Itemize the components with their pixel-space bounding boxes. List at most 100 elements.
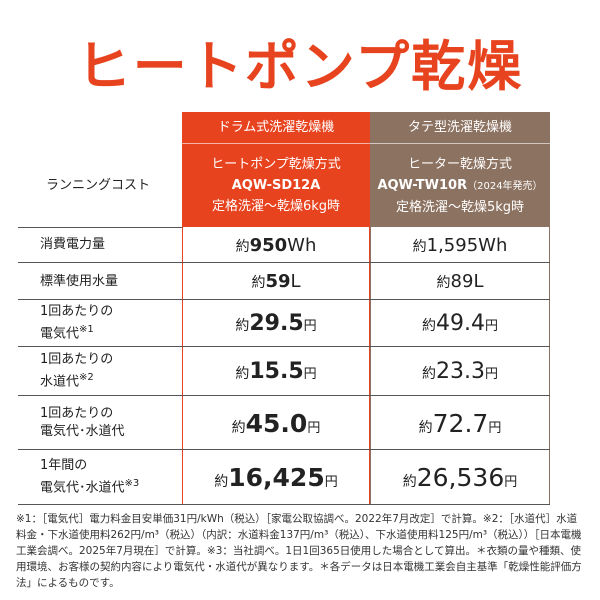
column-type: ドラム式洗濯乾燥機 [182, 112, 370, 144]
value-text: 約 15.5 円 [235, 359, 316, 384]
prefix: 約 [235, 318, 250, 334]
row-line [18, 449, 550, 450]
value: 49.4 [436, 311, 485, 336]
model-note: （2024年発売） [467, 180, 543, 192]
value-cell: 約 72.7 円 [370, 396, 550, 450]
value-text: 約 59 L [251, 271, 300, 292]
label-text: 1回あたりの [40, 406, 114, 421]
value-cell: 約 59 L [182, 263, 370, 300]
value-cell: 約 23.3 円 [370, 347, 550, 396]
label-text: 1回あたりの [40, 352, 114, 368]
row-label: 1回あたりの 水道代※2 [18, 347, 182, 396]
unit: 円 [484, 367, 498, 382]
method: ヒートポンプ乾燥方式 [211, 157, 341, 172]
prefix: 約 [235, 238, 250, 255]
value: 59 [265, 271, 291, 292]
label-line: 電気代※1 [40, 321, 182, 343]
label-line: 1回あたりの [40, 351, 182, 369]
value: 45.0 [245, 408, 308, 438]
prefix: 約 [412, 238, 427, 255]
corner-label: ランニングコスト [46, 177, 151, 193]
value: 29.5 [249, 311, 304, 336]
prefix: 約 [251, 275, 266, 291]
footnote: ※1：［電気代］電力料金目安単価31円/kWh（税込）［家電公取協調べ。2022… [16, 513, 582, 589]
value: 72.7 [432, 408, 489, 438]
condition: 定格洗濯～乾燥5kg時 [395, 199, 525, 215]
value-text: 約 89 L [437, 271, 484, 292]
unit: 円 [324, 475, 338, 490]
row-line [18, 504, 550, 505]
unit: 円 [307, 420, 321, 436]
prefix: 約 [422, 318, 436, 334]
label-text: 標準使用水量 [40, 273, 119, 289]
model: AQW-SD12A [232, 175, 321, 196]
model-name: AQW-TW10R [377, 177, 468, 193]
unit: Wh [478, 234, 508, 256]
value-cell: 約 29.5 円 [182, 300, 370, 347]
value: 1,595 [426, 234, 479, 256]
value: 950 [249, 234, 288, 256]
value-text: 約 23.3 円 [422, 359, 498, 384]
prefix: 約 [422, 366, 436, 382]
label-line: 1回あたりの [40, 405, 182, 423]
label-line: 消費電力量 [40, 236, 182, 254]
label-text: 消費電力量 [40, 237, 106, 252]
unit: 円 [504, 475, 518, 490]
value-cell: 約 45.0 円 [182, 396, 370, 450]
unit: 円 [303, 367, 317, 382]
row-label: 消費電力量 [18, 227, 182, 263]
label-text: 1回あたりの [40, 304, 114, 320]
value-text: 約 72.7 円 [419, 409, 502, 438]
column-spec: ヒートポンプ乾燥方式 AQW-SD12A 定格洗濯～乾燥6kg時 [182, 144, 370, 227]
row-line [18, 262, 550, 263]
label-line: 電気代･水道代※3 [40, 475, 182, 497]
unit: 円 [488, 420, 502, 436]
value-cell: 約 26,536 円 [370, 450, 550, 505]
prefix: 約 [235, 366, 250, 382]
model: AQW-TW10R（2024年発売） [377, 175, 542, 197]
value: 15.5 [249, 359, 304, 384]
prefix: 約 [214, 474, 229, 490]
value-cell: 約 1,595 Wh [370, 227, 550, 263]
row-label: 1年間の 電気代･水道代※3 [18, 450, 182, 505]
unit: L [473, 271, 484, 292]
label-text: 電気代･水道代 [40, 480, 125, 496]
value-text: 約 26,536 円 [403, 463, 518, 492]
unit: 円 [484, 319, 498, 334]
model-name: AQW-SD12A [231, 178, 321, 193]
label-text: 電気代 [40, 326, 80, 342]
value-text: 約 29.5 円 [235, 311, 316, 336]
row-label: 1回あたりの 電気代※1 [18, 300, 182, 347]
unit: L [290, 271, 301, 292]
prefix: 約 [402, 474, 417, 490]
value: 23.3 [436, 359, 485, 384]
row-line [18, 395, 550, 396]
value-text: 約 16,425 円 [214, 463, 338, 492]
column-type: タテ型洗濯乾燥機 [370, 112, 550, 144]
row-line [18, 299, 550, 300]
value-cell: 約 15.5 円 [182, 347, 370, 396]
label-text: 電気代･水道代 [40, 424, 125, 439]
prefix: 約 [231, 419, 246, 436]
title: ヒートポンプ乾燥 [76, 35, 524, 98]
value-text: 約 950 Wh [236, 235, 317, 256]
label-text: 水道代 [40, 374, 80, 390]
value-cell: 約 16,425 円 [182, 450, 370, 505]
prefix: 約 [436, 275, 451, 291]
unit: 円 [303, 319, 317, 334]
label-line: 電気代･水道代 [40, 423, 182, 441]
value: 26,536 [416, 463, 505, 492]
value-cell: 約 49.4 円 [370, 300, 550, 347]
value: 89 [450, 271, 474, 292]
value-cell: 約 950 Wh [182, 227, 370, 263]
value: 16,425 [228, 463, 325, 492]
row-label: 標準使用水量 [18, 263, 182, 300]
label-line: 水道代※2 [40, 369, 182, 391]
row-label: 1回あたりの 電気代･水道代 [18, 396, 182, 450]
value-text: 約 1,595 Wh [413, 235, 508, 256]
value-text: 約 49.4 円 [422, 311, 498, 336]
row-line [18, 346, 550, 347]
value-cell: 約 89 L [370, 263, 550, 300]
header-line [18, 227, 182, 228]
